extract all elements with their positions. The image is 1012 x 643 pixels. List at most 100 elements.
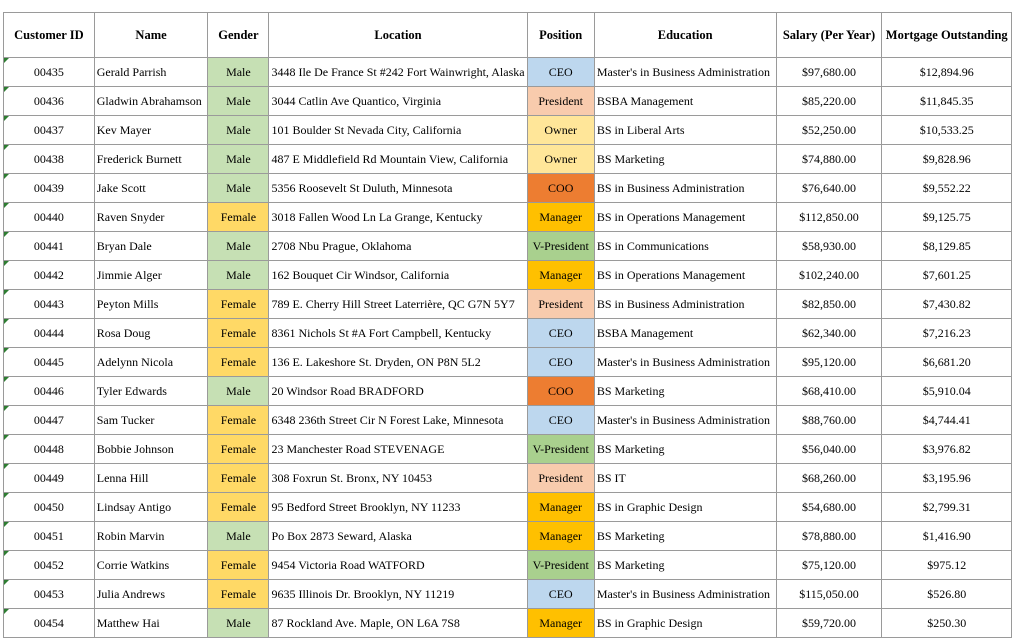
location-cell[interactable]: 5356 Roosevelt St Duluth, Minnesota bbox=[268, 173, 528, 203]
customer-id-cell[interactable]: 00440 bbox=[3, 202, 95, 232]
education-cell[interactable]: BSBA Management bbox=[593, 318, 777, 348]
name-cell[interactable]: Tyler Edwards bbox=[93, 376, 209, 406]
customer-id-cell[interactable]: 00453 bbox=[3, 579, 95, 609]
position-cell[interactable]: V-President bbox=[526, 231, 595, 261]
education-cell[interactable]: BS Marketing bbox=[593, 144, 777, 174]
customer-id-cell[interactable]: 00442 bbox=[3, 260, 95, 290]
mortgage-cell[interactable]: $250.30 bbox=[881, 608, 1012, 638]
name-cell[interactable]: Julia Andrews bbox=[93, 579, 209, 609]
education-cell[interactable]: BSBA Management bbox=[593, 86, 777, 116]
salary-cell[interactable]: $112,850.00 bbox=[775, 202, 883, 232]
name-cell[interactable]: Bobbie Johnson bbox=[93, 434, 209, 464]
mortgage-cell[interactable]: $7,601.25 bbox=[881, 260, 1012, 290]
mortgage-cell[interactable]: $2,799.31 bbox=[881, 492, 1012, 522]
customer-id-cell[interactable]: 00449 bbox=[3, 463, 95, 493]
location-cell[interactable]: Po Box 2873 Seward, Alaska bbox=[268, 521, 528, 551]
location-cell[interactable]: 2708 Nbu Prague, Oklahoma bbox=[268, 231, 528, 261]
mortgage-cell[interactable]: $11,845.35 bbox=[881, 86, 1012, 116]
gender-cell[interactable]: Female bbox=[207, 318, 270, 348]
name-cell[interactable]: Matthew Hai bbox=[93, 608, 209, 638]
customer-id-cell[interactable]: 00454 bbox=[3, 608, 95, 638]
position-cell[interactable]: Manager bbox=[526, 608, 595, 638]
location-cell[interactable]: 20 Windsor Road BRADFORD bbox=[268, 376, 528, 406]
mortgage-cell[interactable]: $3,195.96 bbox=[881, 463, 1012, 493]
header-customer-id[interactable]: Customer ID bbox=[3, 12, 95, 58]
gender-cell[interactable]: Female bbox=[207, 202, 270, 232]
customer-id-cell[interactable]: 00438 bbox=[3, 144, 95, 174]
location-cell[interactable]: 8361 Nichols St #A Fort Campbell, Kentuc… bbox=[268, 318, 528, 348]
header-mortgage[interactable]: Mortgage Outstanding bbox=[881, 12, 1012, 58]
name-cell[interactable]: Bryan Dale bbox=[93, 231, 209, 261]
education-cell[interactable]: Master's in Business Administration bbox=[593, 579, 777, 609]
position-cell[interactable]: CEO bbox=[526, 347, 595, 377]
salary-cell[interactable]: $75,120.00 bbox=[775, 550, 883, 580]
salary-cell[interactable]: $58,930.00 bbox=[775, 231, 883, 261]
mortgage-cell[interactable]: $4,744.41 bbox=[881, 405, 1012, 435]
gender-cell[interactable]: Male bbox=[207, 173, 270, 203]
customer-id-cell[interactable]: 00452 bbox=[3, 550, 95, 580]
name-cell[interactable]: Kev Mayer bbox=[93, 115, 209, 145]
customer-id-cell[interactable]: 00439 bbox=[3, 173, 95, 203]
education-cell[interactable]: BS in Business Administration bbox=[593, 289, 777, 319]
education-cell[interactable]: BS in Graphic Design bbox=[593, 608, 777, 638]
gender-cell[interactable]: Male bbox=[207, 86, 270, 116]
mortgage-cell[interactable]: $7,430.82 bbox=[881, 289, 1012, 319]
customer-id-cell[interactable]: 00446 bbox=[3, 376, 95, 406]
gender-cell[interactable]: Female bbox=[207, 492, 270, 522]
gender-cell[interactable]: Male bbox=[207, 608, 270, 638]
header-position[interactable]: Position bbox=[526, 12, 595, 58]
salary-cell[interactable]: $115,050.00 bbox=[775, 579, 883, 609]
header-gender[interactable]: Gender bbox=[207, 12, 270, 58]
location-cell[interactable]: 308 Foxrun St. Bronx, NY 10453 bbox=[268, 463, 528, 493]
location-cell[interactable]: 136 E. Lakeshore St. Dryden, ON P8N 5L2 bbox=[268, 347, 528, 377]
salary-cell[interactable]: $52,250.00 bbox=[775, 115, 883, 145]
mortgage-cell[interactable]: $7,216.23 bbox=[881, 318, 1012, 348]
gender-cell[interactable]: Female bbox=[207, 289, 270, 319]
header-name[interactable]: Name bbox=[93, 12, 209, 58]
location-cell[interactable]: 95 Bedford Street Brooklyn, NY 11233 bbox=[268, 492, 528, 522]
position-cell[interactable]: COO bbox=[526, 173, 595, 203]
salary-cell[interactable]: $85,220.00 bbox=[775, 86, 883, 116]
name-cell[interactable]: Sam Tucker bbox=[93, 405, 209, 435]
customer-id-cell[interactable]: 00448 bbox=[3, 434, 95, 464]
location-cell[interactable]: 9635 Illinois Dr. Brooklyn, NY 11219 bbox=[268, 579, 528, 609]
education-cell[interactable]: BS IT bbox=[593, 463, 777, 493]
gender-cell[interactable]: Female bbox=[207, 347, 270, 377]
salary-cell[interactable]: $95,120.00 bbox=[775, 347, 883, 377]
customer-id-cell[interactable]: 00450 bbox=[3, 492, 95, 522]
customer-id-cell[interactable]: 00444 bbox=[3, 318, 95, 348]
gender-cell[interactable]: Male bbox=[207, 376, 270, 406]
customer-id-cell[interactable]: 00441 bbox=[3, 231, 95, 261]
gender-cell[interactable]: Female bbox=[207, 550, 270, 580]
gender-cell[interactable]: Male bbox=[207, 231, 270, 261]
education-cell[interactable]: BS in Communications bbox=[593, 231, 777, 261]
location-cell[interactable]: 487 E Middlefield Rd Mountain View, Cali… bbox=[268, 144, 528, 174]
education-cell[interactable]: Master's in Business Administration bbox=[593, 57, 777, 87]
education-cell[interactable]: BS in Operations Management bbox=[593, 260, 777, 290]
education-cell[interactable]: BS Marketing bbox=[593, 434, 777, 464]
name-cell[interactable]: Peyton Mills bbox=[93, 289, 209, 319]
name-cell[interactable]: Jimmie Alger bbox=[93, 260, 209, 290]
education-cell[interactable]: Master's in Business Administration bbox=[593, 347, 777, 377]
salary-cell[interactable]: $59,720.00 bbox=[775, 608, 883, 638]
location-cell[interactable]: 6348 236th Street Cir N Forest Lake, Min… bbox=[268, 405, 528, 435]
education-cell[interactable]: Master's in Business Administration bbox=[593, 405, 777, 435]
education-cell[interactable]: BS Marketing bbox=[593, 550, 777, 580]
location-cell[interactable]: 23 Manchester Road STEVENAGE bbox=[268, 434, 528, 464]
gender-cell[interactable]: Male bbox=[207, 144, 270, 174]
education-cell[interactable]: BS Marketing bbox=[593, 376, 777, 406]
education-cell[interactable]: BS Marketing bbox=[593, 521, 777, 551]
gender-cell[interactable]: Female bbox=[207, 405, 270, 435]
customer-id-cell[interactable]: 00437 bbox=[3, 115, 95, 145]
name-cell[interactable]: Frederick Burnett bbox=[93, 144, 209, 174]
position-cell[interactable]: President bbox=[526, 289, 595, 319]
customer-id-cell[interactable]: 00445 bbox=[3, 347, 95, 377]
salary-cell[interactable]: $78,880.00 bbox=[775, 521, 883, 551]
gender-cell[interactable]: Male bbox=[207, 260, 270, 290]
education-cell[interactable]: BS in Graphic Design bbox=[593, 492, 777, 522]
location-cell[interactable]: 789 E. Cherry Hill Street Laterrière, QC… bbox=[268, 289, 528, 319]
gender-cell[interactable]: Female bbox=[207, 579, 270, 609]
name-cell[interactable]: Gerald Parrish bbox=[93, 57, 209, 87]
gender-cell[interactable]: Female bbox=[207, 463, 270, 493]
location-cell[interactable]: 3448 Ile De France St #242 Fort Wainwrig… bbox=[268, 57, 528, 87]
